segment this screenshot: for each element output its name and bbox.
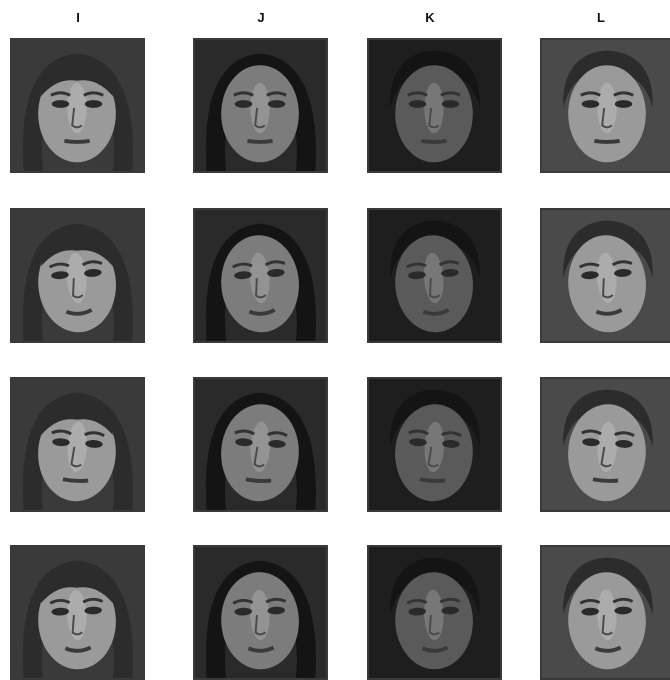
face-image-j-3 [193,377,328,512]
face-image-k-2 [367,208,502,343]
column-label-k: K [425,10,435,25]
face-image-i-3 [10,377,145,512]
face-image-k-1 [367,38,502,173]
face-image-j-4 [193,545,328,680]
face-image-i-4 [10,545,145,680]
column-label-l: L [597,10,605,25]
face-image-k-4 [367,545,502,680]
face-image-k-3 [367,377,502,512]
face-image-l-2 [540,208,670,343]
face-image-l-4 [540,545,670,680]
face-image-i-1 [10,38,145,173]
column-label-i: I [76,10,80,25]
face-image-i-2 [10,208,145,343]
face-image-j-1 [193,38,328,173]
face-image-l-1 [540,38,670,173]
face-image-j-2 [193,208,328,343]
face-image-l-3 [540,377,670,512]
column-label-j: J [257,10,265,25]
